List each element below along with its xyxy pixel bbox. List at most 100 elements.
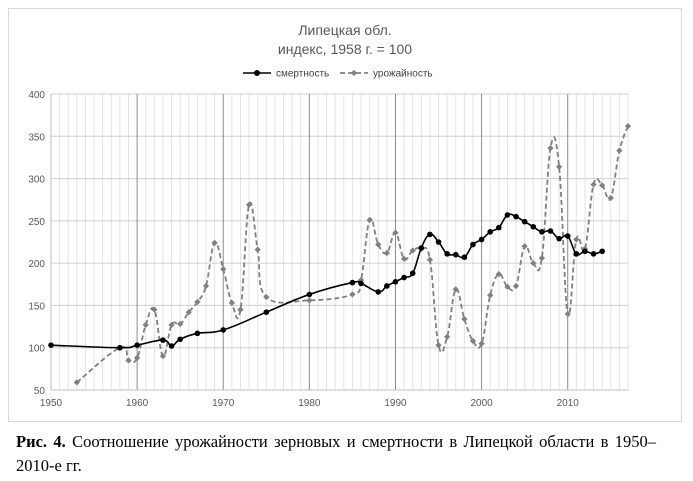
point-smertnost [375,289,382,295]
point-urozhainost [435,342,442,349]
point-urozhainost [452,286,459,293]
point-urozhainost [426,256,434,263]
chart-title-block: Липецкая обл. индекс, 1958 г. = 100 [9,21,681,59]
point-urozhainost [245,201,253,208]
point-smertnost [564,233,571,239]
point-smertnost [220,327,227,333]
point-smertnost [444,251,450,257]
y-tick-label: 300 [28,175,45,186]
point-smertnost [504,212,511,218]
point-urozhainost [444,333,451,340]
point-urozhainost [349,291,356,298]
point-smertnost [48,342,54,348]
point-urozhainost [383,249,390,257]
point-smertnost [513,213,519,220]
x-tick-label: 1960 [126,398,149,409]
point-smertnost [573,251,580,257]
y-tick-label: 100 [28,344,45,355]
point-urozhainost [478,340,485,347]
point-smertnost [134,342,140,348]
point-urozhainost [564,310,571,317]
y-tick-label: 350 [28,132,45,143]
x-tick-label: 2010 [557,398,580,409]
point-urozhainost [220,265,227,273]
legend-label-urozhainost: урожайность [373,69,433,80]
point-smertnost [392,278,399,285]
point-urozhainost [366,216,373,224]
point-urozhainost [512,282,520,290]
chart-subtitle: индекс, 1958 г. = 100 [277,41,413,57]
point-smertnost [530,223,537,230]
caption-label: Рис. 4. [16,432,66,451]
point-smertnost [487,229,494,235]
point-smertnost [590,251,597,257]
point-smertnost [427,231,433,238]
point-smertnost [160,337,166,343]
point-smertnost [349,279,356,286]
point-urozhainost [555,163,563,170]
point-smertnost [556,235,562,242]
point-urozhainost [375,241,382,248]
point-urozhainost [254,246,261,253]
point-urozhainost [237,306,244,313]
point-urozhainost [624,123,632,130]
point-smertnost [478,236,485,243]
point-smertnost [435,239,442,245]
point-urozhainost [495,271,502,278]
caption-text: Соотношение урожайности зерновых и смерт… [16,432,657,475]
chart-title: Липецкая обл. [298,22,392,38]
point-smertnost [117,344,123,351]
point-urozhainost [306,297,313,304]
point-urozhainost [211,239,218,246]
x-tick-label: 1970 [212,398,235,409]
point-urozhainost [530,260,537,267]
point-urozhainost [228,299,235,307]
point-urozhainost [142,321,149,328]
point-smertnost [306,291,313,298]
figure-caption: Рис. 4. Соотношение урожайности зерновых… [16,430,656,478]
y-tick-label: 150 [28,301,45,312]
point-urozhainost [521,243,528,250]
point-urozhainost [487,292,494,299]
x-tick-label: 1950 [40,398,63,409]
point-smertnost [461,254,468,261]
point-smertnost [470,241,476,248]
point-urozhainost [607,194,614,202]
point-smertnost [409,270,416,277]
point-urozhainost [547,145,554,152]
point-smertnost [177,336,183,343]
point-urozhainost [392,229,399,236]
point-smertnost [194,330,201,337]
point-smertnost [401,274,407,281]
point-smertnost [496,224,502,231]
point-smertnost [263,309,270,315]
x-tick-label: 1980 [298,398,321,409]
point-urozhainost [168,321,175,328]
y-tick-label: 250 [28,217,45,228]
point-urozhainost [538,254,545,262]
point-smertnost [539,229,545,235]
point-urozhainost [461,315,468,323]
legend-marker-smertnost [254,70,260,76]
point-urozhainost [202,282,210,290]
y-tick-label: 50 [34,386,46,397]
point-urozhainost [400,255,408,263]
point-smertnost [599,248,605,255]
x-tick-label: 1990 [384,398,407,409]
point-urozhainost [263,293,270,301]
point-smertnost [168,343,175,349]
y-tick-label: 400 [28,90,45,101]
point-smertnost [521,218,528,225]
point-urozhainost [616,147,623,154]
point-smertnost [358,280,364,287]
point-urozhainost [590,181,597,188]
legend-label-smertnost: смертность [276,69,329,80]
point-smertnost [582,248,588,255]
x-tick-label: 2000 [470,398,493,409]
point-urozhainost [469,337,477,345]
point-urozhainost [125,357,132,364]
chart-plot: 50 100 150 200 250 300 350 400 1950 1960 1970 1980 1… [28,69,632,409]
point-urozhainost [159,353,167,360]
point-urozhainost [504,283,511,290]
point-smertnost [418,245,425,251]
